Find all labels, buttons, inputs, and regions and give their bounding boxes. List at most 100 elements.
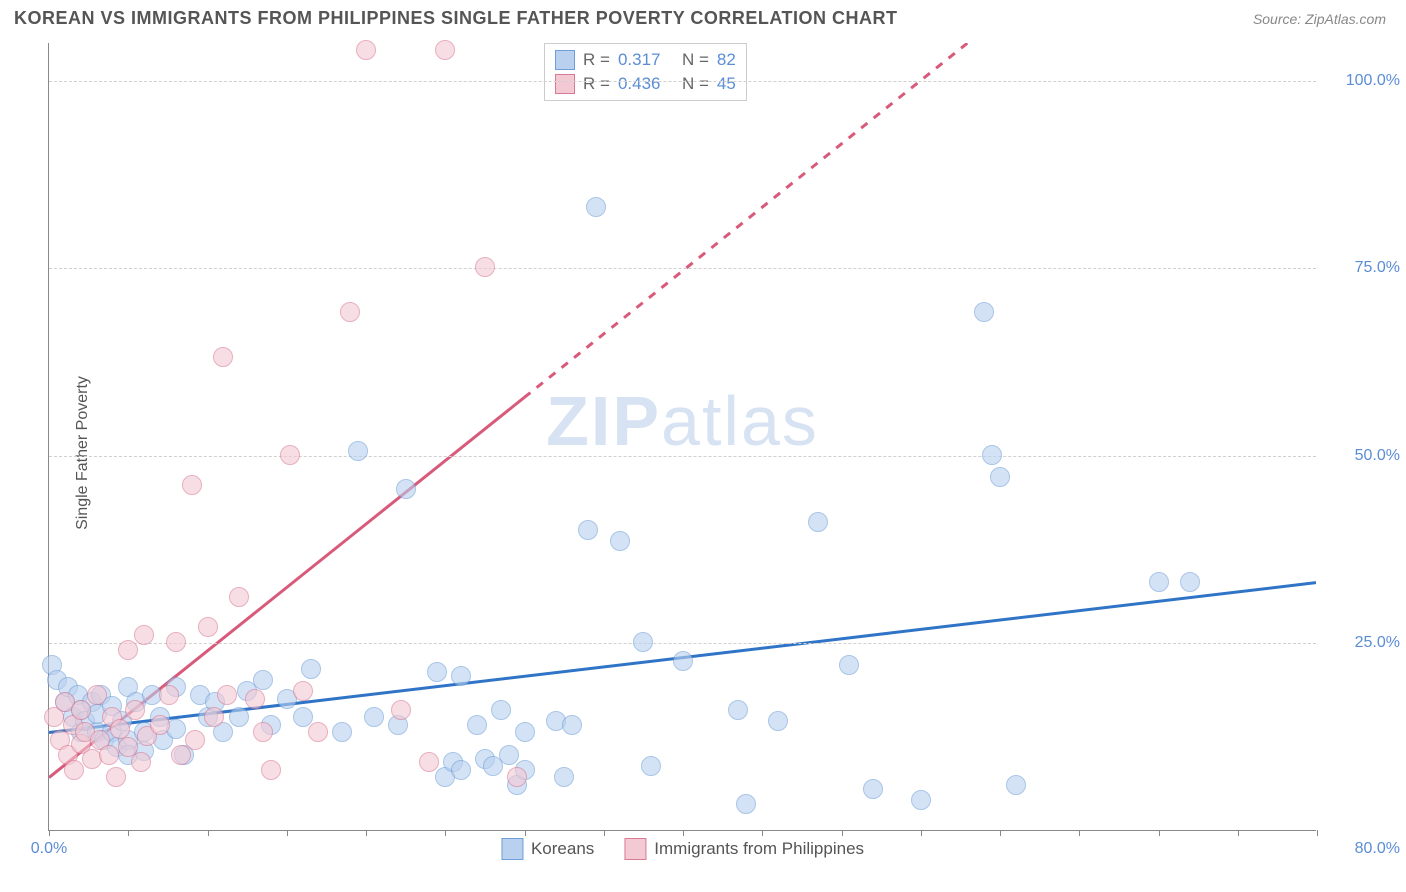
x-tick-mark (762, 830, 763, 836)
scatter-point-koreans (633, 632, 653, 652)
chart-area: Single Father Poverty ZIPatlas R =0.317N… (0, 33, 1406, 873)
legend-swatch (555, 74, 575, 94)
gridline-h (49, 268, 1316, 269)
legend-swatch (501, 838, 523, 860)
scatter-point-koreans (586, 197, 606, 217)
legend-r-value: 0.317 (618, 50, 674, 70)
scatter-point-philippines (475, 257, 495, 277)
legend-item: Koreans (501, 838, 594, 860)
scatter-point-koreans (253, 670, 273, 690)
scatter-point-philippines (198, 617, 218, 637)
x-tick-mark (604, 830, 605, 836)
gridline-h (49, 643, 1316, 644)
scatter-point-koreans (1180, 572, 1200, 592)
x-tick-mark (1317, 830, 1318, 836)
scatter-point-philippines (182, 475, 202, 495)
scatter-point-koreans (348, 441, 368, 461)
scatter-point-philippines (213, 347, 233, 367)
legend-n-value: 82 (717, 50, 736, 70)
scatter-point-koreans (427, 662, 447, 682)
legend-r-value: 0.436 (618, 74, 674, 94)
scatter-point-koreans (974, 302, 994, 322)
scatter-point-philippines (150, 715, 170, 735)
x-tick-mark (1159, 830, 1160, 836)
legend-row: R = 0.436 N = 45 (555, 72, 736, 96)
scatter-point-philippines (419, 752, 439, 772)
scatter-point-koreans (1149, 572, 1169, 592)
scatter-point-koreans (728, 700, 748, 720)
x-tick-mark (366, 830, 367, 836)
scatter-point-philippines (110, 719, 130, 739)
scatter-point-koreans (578, 520, 598, 540)
scatter-point-philippines (166, 632, 186, 652)
scatter-point-koreans (673, 651, 693, 671)
scatter-point-koreans (364, 707, 384, 727)
scatter-point-philippines (185, 730, 205, 750)
y-tick-label: 25.0% (1320, 634, 1400, 652)
gridline-h (49, 456, 1316, 457)
scatter-point-koreans (736, 794, 756, 814)
scatter-point-philippines (280, 445, 300, 465)
legend-label: Koreans (531, 839, 594, 859)
x-tick-mark (921, 830, 922, 836)
chart-source: Source: ZipAtlas.com (1253, 11, 1386, 27)
chart-title: KOREAN VS IMMIGRANTS FROM PHILIPPINES SI… (14, 8, 898, 29)
scatter-point-koreans (562, 715, 582, 735)
scatter-point-philippines (71, 700, 91, 720)
legend-r-label: R = (583, 74, 610, 94)
y-tick-label: 50.0% (1320, 447, 1400, 465)
scatter-point-philippines (118, 640, 138, 660)
legend-n-label: N = (682, 74, 709, 94)
scatter-point-koreans (229, 707, 249, 727)
x-tick-mark (49, 830, 50, 836)
scatter-point-koreans (610, 531, 630, 551)
scatter-point-philippines (308, 722, 328, 742)
scatter-point-philippines (131, 752, 151, 772)
legend-swatch (624, 838, 646, 860)
scatter-point-philippines (340, 302, 360, 322)
legend-item: Immigrants from Philippines (624, 838, 864, 860)
series-legend: Koreans Immigrants from Philippines (501, 838, 864, 860)
scatter-point-koreans (839, 655, 859, 675)
scatter-point-philippines (134, 625, 154, 645)
scatter-point-philippines (99, 745, 119, 765)
scatter-point-koreans (396, 479, 416, 499)
legend-r-label: R = (583, 50, 610, 70)
scatter-point-philippines (391, 700, 411, 720)
scatter-point-koreans (499, 745, 519, 765)
legend-label: Immigrants from Philippines (654, 839, 864, 859)
legend-n-value: 45 (717, 74, 736, 94)
x-tick-mark (1079, 830, 1080, 836)
scatter-point-philippines (106, 767, 126, 787)
scatter-point-koreans (515, 722, 535, 742)
x-tick-mark (1000, 830, 1001, 836)
scatter-point-philippines (253, 722, 273, 742)
scatter-point-philippines (87, 685, 107, 705)
legend-n-label: N = (682, 50, 709, 70)
scatter-point-koreans (641, 756, 661, 776)
scatter-point-koreans (1006, 775, 1026, 795)
scatter-point-koreans (491, 700, 511, 720)
scatter-point-koreans (990, 467, 1010, 487)
legend-row: R = 0.317 N = 82 (555, 48, 736, 72)
x-tick-mark (208, 830, 209, 836)
legend-swatch (555, 50, 575, 70)
scatter-point-philippines (204, 707, 224, 727)
watermark: ZIPatlas (546, 381, 819, 461)
scatter-point-koreans (332, 722, 352, 742)
scatter-point-philippines (261, 760, 281, 780)
x-tick-mark (287, 830, 288, 836)
x-tick-label: 0.0% (31, 840, 67, 858)
gridline-h (49, 81, 1316, 82)
scatter-point-philippines (435, 40, 455, 60)
scatter-point-koreans (863, 779, 883, 799)
scatter-point-koreans (554, 767, 574, 787)
correlation-legend: R = 0.317 N = 82 R = 0.436 N = 45 (544, 43, 747, 101)
scatter-point-philippines (293, 681, 313, 701)
scatter-point-philippines (507, 767, 527, 787)
scatter-point-koreans (301, 659, 321, 679)
scatter-point-philippines (217, 685, 237, 705)
x-tick-mark (525, 830, 526, 836)
y-tick-label: 75.0% (1320, 259, 1400, 277)
plot-area: ZIPatlas R =0.317N =82R =0.436N =45 Kore… (48, 43, 1316, 831)
